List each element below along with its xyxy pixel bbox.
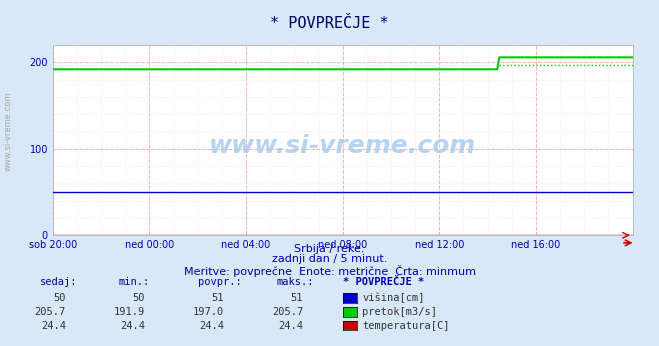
- Text: www.si-vreme.com: www.si-vreme.com: [209, 134, 476, 158]
- Text: 50: 50: [53, 293, 66, 303]
- Text: 51: 51: [291, 293, 303, 303]
- Text: 24.4: 24.4: [41, 321, 66, 331]
- Text: povpr.:: povpr.:: [198, 277, 241, 288]
- Text: 51: 51: [212, 293, 224, 303]
- Text: 205.7: 205.7: [272, 307, 303, 317]
- Text: Srbija / reke.: Srbija / reke.: [295, 244, 364, 254]
- Text: maks.:: maks.:: [277, 277, 314, 288]
- Text: * POVPREČJE *: * POVPREČJE *: [343, 277, 424, 288]
- Text: zadnji dan / 5 minut.: zadnji dan / 5 minut.: [272, 254, 387, 264]
- Text: 24.4: 24.4: [278, 321, 303, 331]
- Text: 197.0: 197.0: [193, 307, 224, 317]
- Text: 24.4: 24.4: [120, 321, 145, 331]
- Text: 24.4: 24.4: [199, 321, 224, 331]
- Text: pretok[m3/s]: pretok[m3/s]: [362, 307, 438, 317]
- Text: temperatura[C]: temperatura[C]: [362, 321, 450, 331]
- Text: sedaj:: sedaj:: [40, 277, 77, 288]
- Text: višina[cm]: višina[cm]: [362, 293, 425, 303]
- Text: www.si-vreme.com: www.si-vreme.com: [3, 92, 13, 171]
- Text: min.:: min.:: [119, 277, 150, 288]
- Text: 191.9: 191.9: [114, 307, 145, 317]
- Text: 205.7: 205.7: [35, 307, 66, 317]
- Text: * POVPREČJE *: * POVPREČJE *: [270, 16, 389, 30]
- Text: 50: 50: [132, 293, 145, 303]
- Text: Meritve: povprečne  Enote: metrične  Črta: minmum: Meritve: povprečne Enote: metrične Črta:…: [183, 265, 476, 277]
